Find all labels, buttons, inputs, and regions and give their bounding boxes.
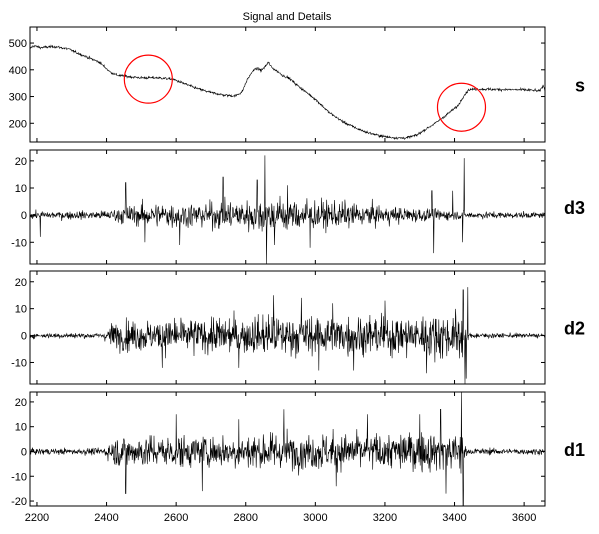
y-tick-label-d1: 0 [21,446,27,458]
series-d2 [29,287,546,385]
series-d3 [29,155,546,265]
y-tick-label-d3: 0 [21,210,27,222]
panel-label-d3: d3 [564,198,585,218]
y-tick-label-d3: 10 [15,183,27,195]
panel-d3: -10 0 10 20 d3 [11,149,585,265]
panels: 200 300 400 500 s -10 0 10 20 d3 -10 0 10 20 d2 -20 -10 0… [9,26,585,524]
y-tick-label-s: 400 [9,65,27,77]
y-tick-label-d1: -20 [11,496,27,508]
x-tick-label: 3400 [442,512,466,524]
panel-label-d2: d2 [564,319,585,339]
panel-label-s: s [575,76,585,96]
y-tick-label-d3: 20 [15,156,27,168]
x-tick-label: 2200 [25,512,49,524]
axes-frame-d1 [29,391,546,507]
y-tick-label-s: 300 [9,92,27,104]
x-tick-label: 3000 [303,512,327,524]
axes-frame-d2 [29,270,546,385]
y-tick-label-d1: 20 [15,397,27,409]
panel-label-d1: d1 [564,440,585,460]
x-tick-label: 3600 [512,512,536,524]
y-tick-label-d1: -10 [11,471,27,483]
panel-d1: -20 -10 0 10 20 d1 [11,391,585,508]
axes-frame-d3 [29,149,546,265]
panel-s: 200 300 400 500 s [9,26,585,143]
series-d1 [29,391,546,507]
y-tick-label-d1: 10 [15,422,27,434]
highlight-circle [436,82,487,132]
axes-frame-s [29,26,546,143]
y-tick-label-d3: -10 [11,237,27,249]
panel-d2: -10 0 10 20 d2 [11,270,585,385]
y-tick-label-d2: -10 [11,357,27,369]
highlight-circle [123,54,173,104]
y-tick-label-s: 500 [9,38,27,50]
series-s [29,44,546,141]
y-tick-label-d2: 0 [21,331,27,343]
y-tick-label-d2: 10 [15,304,27,316]
x-tick-label: 2400 [94,512,118,524]
x-tick-label: 2800 [234,512,258,524]
x-tick-label: 3200 [373,512,397,524]
figure-title: Signal and Details [243,11,332,23]
y-tick-label-s: 200 [9,118,27,130]
x-tick-label: 2600 [164,512,188,524]
y-tick-label-d2: 20 [15,277,27,289]
